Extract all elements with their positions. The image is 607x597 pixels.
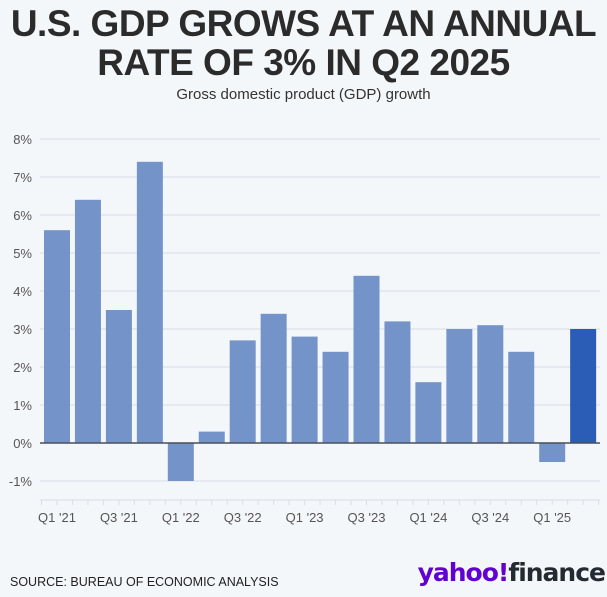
- bar-q1-24: [415, 382, 442, 443]
- y-tick-label: 2%: [13, 360, 32, 375]
- bar-q4-22: [260, 313, 287, 443]
- gridlines: [40, 138, 600, 482]
- y-tick-label: 5%: [13, 246, 32, 261]
- yahoo-finance-logo: yahoo!finance: [417, 558, 606, 587]
- bar-q4-23: [384, 321, 411, 443]
- y-tick-label: 7%: [13, 170, 32, 185]
- bar-q2-22: [198, 431, 225, 443]
- logo-finance: finance: [508, 558, 606, 587]
- title-line-2: RATE OF 3% IN Q2 2025: [97, 42, 510, 83]
- y-tick-label: 4%: [13, 284, 32, 299]
- x-tick-label: Q3 '21: [100, 510, 138, 525]
- x-tick-label: Q3 '22: [224, 510, 262, 525]
- bars: [44, 161, 597, 481]
- bar-q3-21: [105, 310, 132, 443]
- y-tick-label: 6%: [13, 208, 32, 223]
- chart-title: U.S. GDP GROWS AT AN ANNUAL RATE OF 3% I…: [0, 4, 607, 82]
- x-tick-label: Q1 '25: [533, 510, 571, 525]
- bar-q3-23: [353, 275, 380, 443]
- y-tick-label: -1%: [9, 474, 33, 489]
- x-tick-label: Q1 '23: [286, 510, 324, 525]
- y-tick-label: 0%: [13, 436, 32, 451]
- source-note: SOURCE: BUREAU OF ECONOMIC ANALYSIS: [10, 575, 279, 589]
- x-tick-label: Q1 '22: [162, 510, 200, 525]
- x-tick-label: Q3 '24: [471, 510, 509, 525]
- x-tick-label: Q3 '23: [348, 510, 386, 525]
- bar-q2-23: [322, 351, 349, 443]
- bar-q1-25: [539, 443, 566, 462]
- bar-q3-22: [229, 340, 256, 443]
- bar-q1-22: [167, 443, 194, 481]
- bar-q2-25: [570, 329, 597, 443]
- chart-subtitle: Gross domestic product (GDP) growth: [176, 86, 431, 103]
- bar-q4-24: [508, 351, 535, 443]
- x-tick-label: Q1 '24: [409, 510, 447, 525]
- bar-q3-24: [477, 325, 504, 443]
- y-tick-label: 1%: [13, 398, 32, 413]
- bar-q2-24: [446, 329, 473, 443]
- x-tick-label: Q1 '21: [38, 510, 76, 525]
- title-line-1: U.S. GDP GROWS AT AN ANNUAL: [10, 3, 597, 44]
- bar-q1-21: [44, 230, 70, 443]
- x-axis: Q1 '21 Q3 '21 Q1 '22 Q3 '22 Q1 '23 Q3 '23 Q1 '…: [38, 499, 600, 525]
- bar-q1-23: [291, 336, 318, 443]
- y-tick-label: 3%: [13, 322, 32, 337]
- bar-q4-21: [136, 161, 163, 444]
- y-tick-label: 8%: [13, 132, 32, 147]
- logo-yahoo: yahoo!: [417, 558, 510, 587]
- bar-chart: -1% 0% 1% 2% 3% 4% 5% 6% 7% 8% Q1 '21 Q3 '21 Q1 '22…: [9, 132, 600, 525]
- bar-q2-21: [74, 199, 101, 443]
- y-axis-ticks: -1% 0% 1% 2% 3% 4% 5% 6% 7% 8%: [9, 132, 33, 489]
